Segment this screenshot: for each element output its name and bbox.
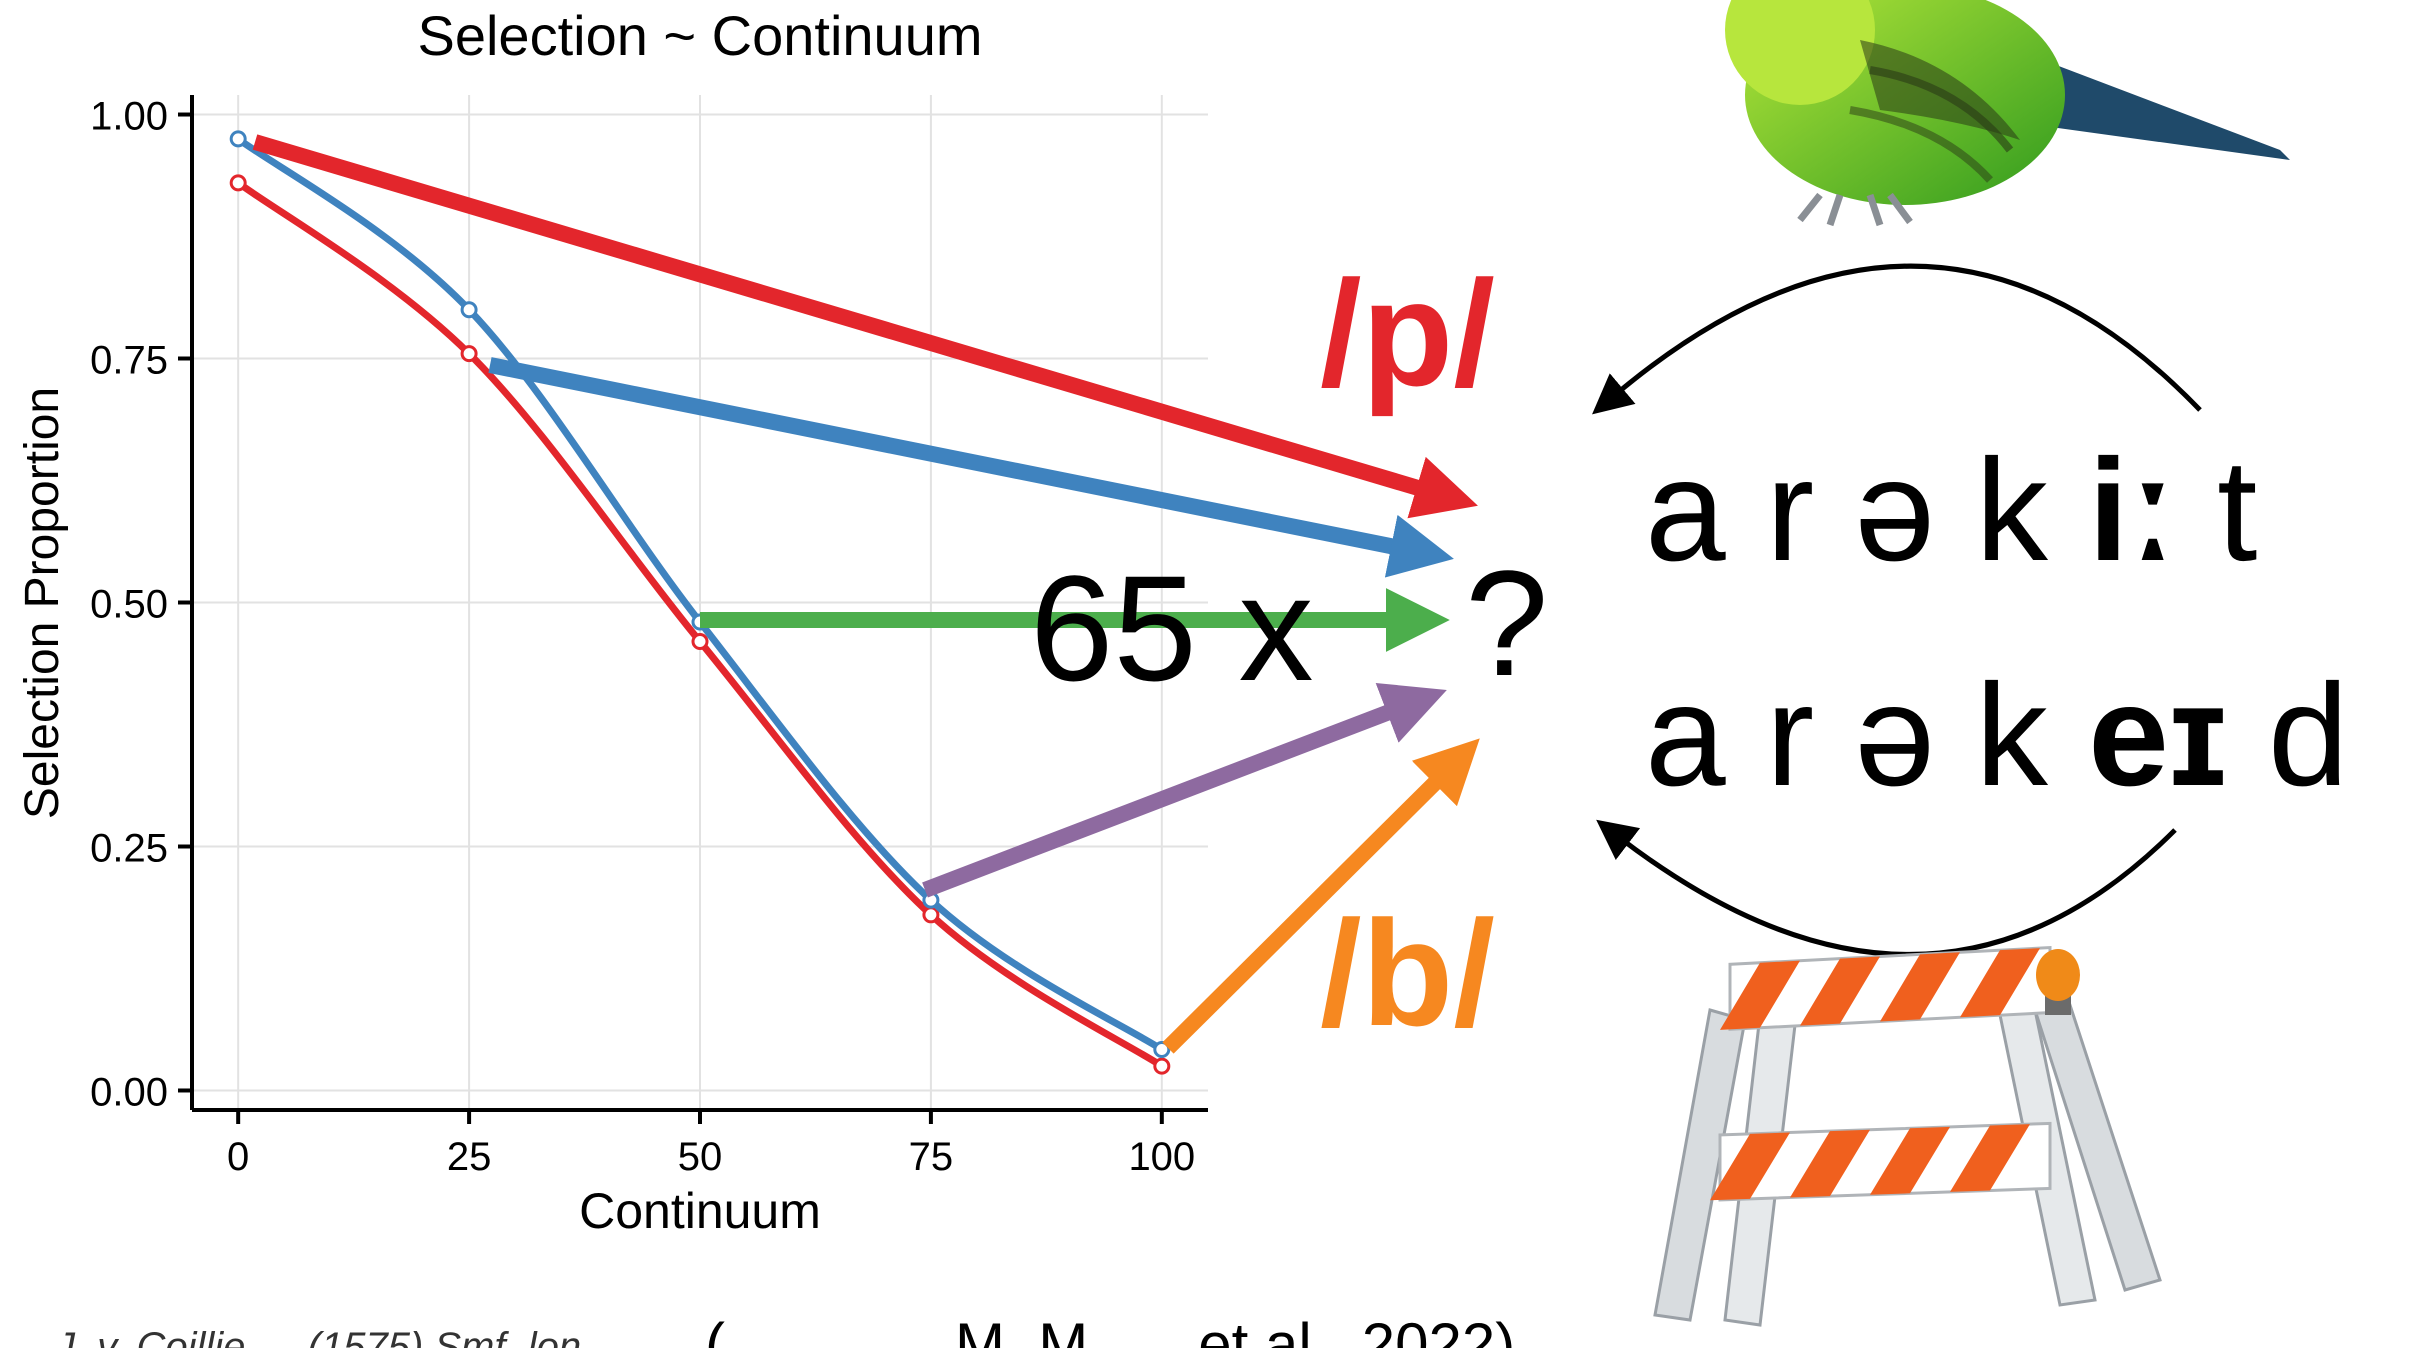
data-point [460,345,478,363]
phoneme-p-label: /p/ [1320,249,1495,417]
word-barricade: a r ə k eɪ d [1645,654,2349,816]
phoneme-b-label: /b/ [1320,889,1495,1057]
arrow-blue [488,357,1454,578]
count-label: 65 x [1030,544,1314,712]
data-point [460,301,478,319]
arrow-orange [1162,738,1480,1054]
question-mark: ? [1465,539,1548,707]
x-tick-label: 100 [1128,1135,1195,1179]
data-point [691,633,709,651]
road-barricade-icon [1653,945,2162,1327]
x-tick-label: 75 [909,1135,954,1179]
y-tick-label: 0.00 [90,1070,168,1114]
data-point [1153,1040,1171,1058]
footer-citation-left: J. v. Coillie. …(1575) Smf. lon [54,1325,581,1348]
curved-arrow-top [1592,263,2202,415]
y-tick-label: 0.50 [90,583,168,627]
y-axis-label: Selection Proportion [16,387,69,819]
y-ticks: 0.00 0.25 0.50 0.75 1.00 [90,95,192,1114]
x-tick-label: 50 [678,1135,723,1179]
x-axis-label: Continuum [579,1183,821,1239]
data-point [922,906,940,924]
data-point [229,174,247,192]
data-point [1153,1057,1171,1075]
chart: Selection ~ Continuum 0.00 0.25 0.50 0.75 1.… [16,4,1208,1239]
curved-arrow-bottom [1596,819,2177,957]
arrow-purple [922,682,1447,898]
chart-title: Selection ~ Continuum [417,4,982,67]
x-tick-label: 0 [227,1135,249,1179]
grid [192,95,1208,1110]
data-point [229,130,247,148]
y-tick-label: 1.00 [90,95,168,139]
word-parakeet: a r ə k iː t [1645,429,2257,591]
y-tick-label: 0.75 [90,339,168,383]
x-tick-label: 25 [447,1135,492,1179]
arrow-red [252,134,1478,519]
x-ticks: 0 25 50 75 100 [227,1110,1195,1179]
y-tick-label: 0.25 [90,826,168,870]
footer-citation-right: (… … … M. M. … et al., 2022) [705,1311,1515,1348]
budgie-parrot-icon [1725,0,2290,227]
mapping-arrows [252,134,1480,1054]
